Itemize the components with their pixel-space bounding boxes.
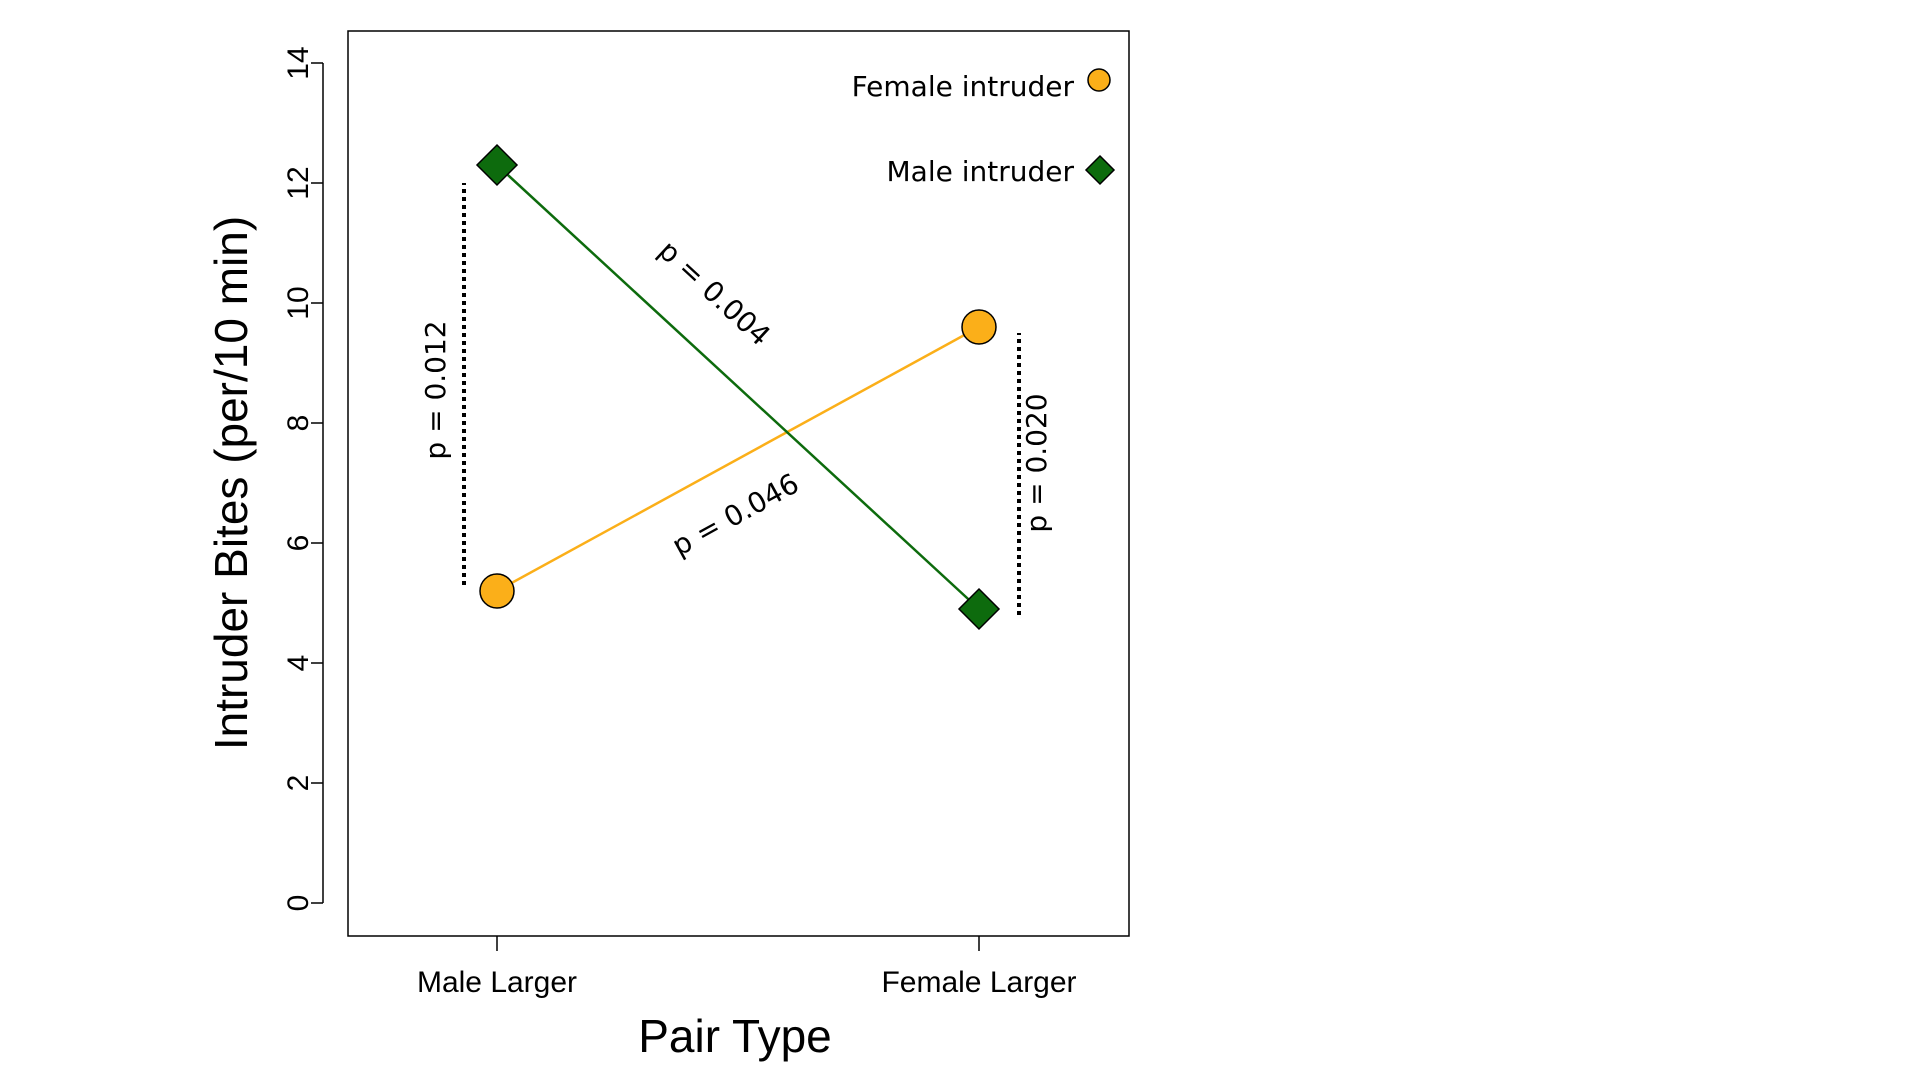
point-female-intruder-0 — [479, 573, 515, 609]
y-tick-label-4: 4 — [282, 655, 315, 672]
y-tick-label-14: 14 — [282, 46, 315, 79]
legend-label-female-intruder: Female intruder — [852, 70, 1075, 103]
series-points — [475, 143, 1001, 631]
y-tick-label-2: 2 — [282, 775, 315, 792]
y-tick-label-6: 6 — [282, 535, 315, 552]
legend: Female intruder Male intruder — [852, 68, 1116, 188]
comparison-brackets — [462, 183, 1021, 615]
y-tick-label-12: 12 — [282, 166, 315, 199]
series-line-female-intruder — [496, 325, 980, 593]
y-tick-label-10: 10 — [282, 286, 315, 319]
legend-marker-female-intruder — [1087, 68, 1111, 92]
annotation-male-intruder-trend-p: p = 0.004 — [652, 234, 777, 353]
point-male-intruder-0 — [475, 143, 519, 187]
legend-marker-male-intruder — [1084, 154, 1116, 186]
y-tick-label-0: 0 — [282, 895, 315, 912]
legend-label-male-intruder: Male intruder — [887, 155, 1075, 188]
series-lines — [496, 164, 980, 610]
annotation-female-intruder-trend-p: p = 0.046 — [666, 467, 804, 563]
x-tick-label-0: Male Larger — [417, 966, 577, 999]
annotation-male-larger-p: p = 0.012 — [419, 320, 452, 459]
series-line-male-intruder — [496, 164, 980, 610]
annotation-female-larger-p: p = 0.020 — [1020, 393, 1053, 532]
point-male-intruder-1 — [957, 587, 1001, 631]
x-tick-label-1: Female Larger — [881, 966, 1076, 999]
x-axis: Male Larger Female Larger — [417, 936, 1077, 999]
y-tick-label-8: 8 — [282, 415, 315, 432]
x-axis-title: Pair Type — [638, 1010, 831, 1062]
y-axis: 0 2 4 6 8 10 12 14 — [282, 46, 324, 912]
plot-frame — [347, 30, 1130, 937]
y-axis-title: Intruder Bites (per/10 min) — [205, 216, 257, 750]
point-female-intruder-1 — [961, 309, 997, 345]
